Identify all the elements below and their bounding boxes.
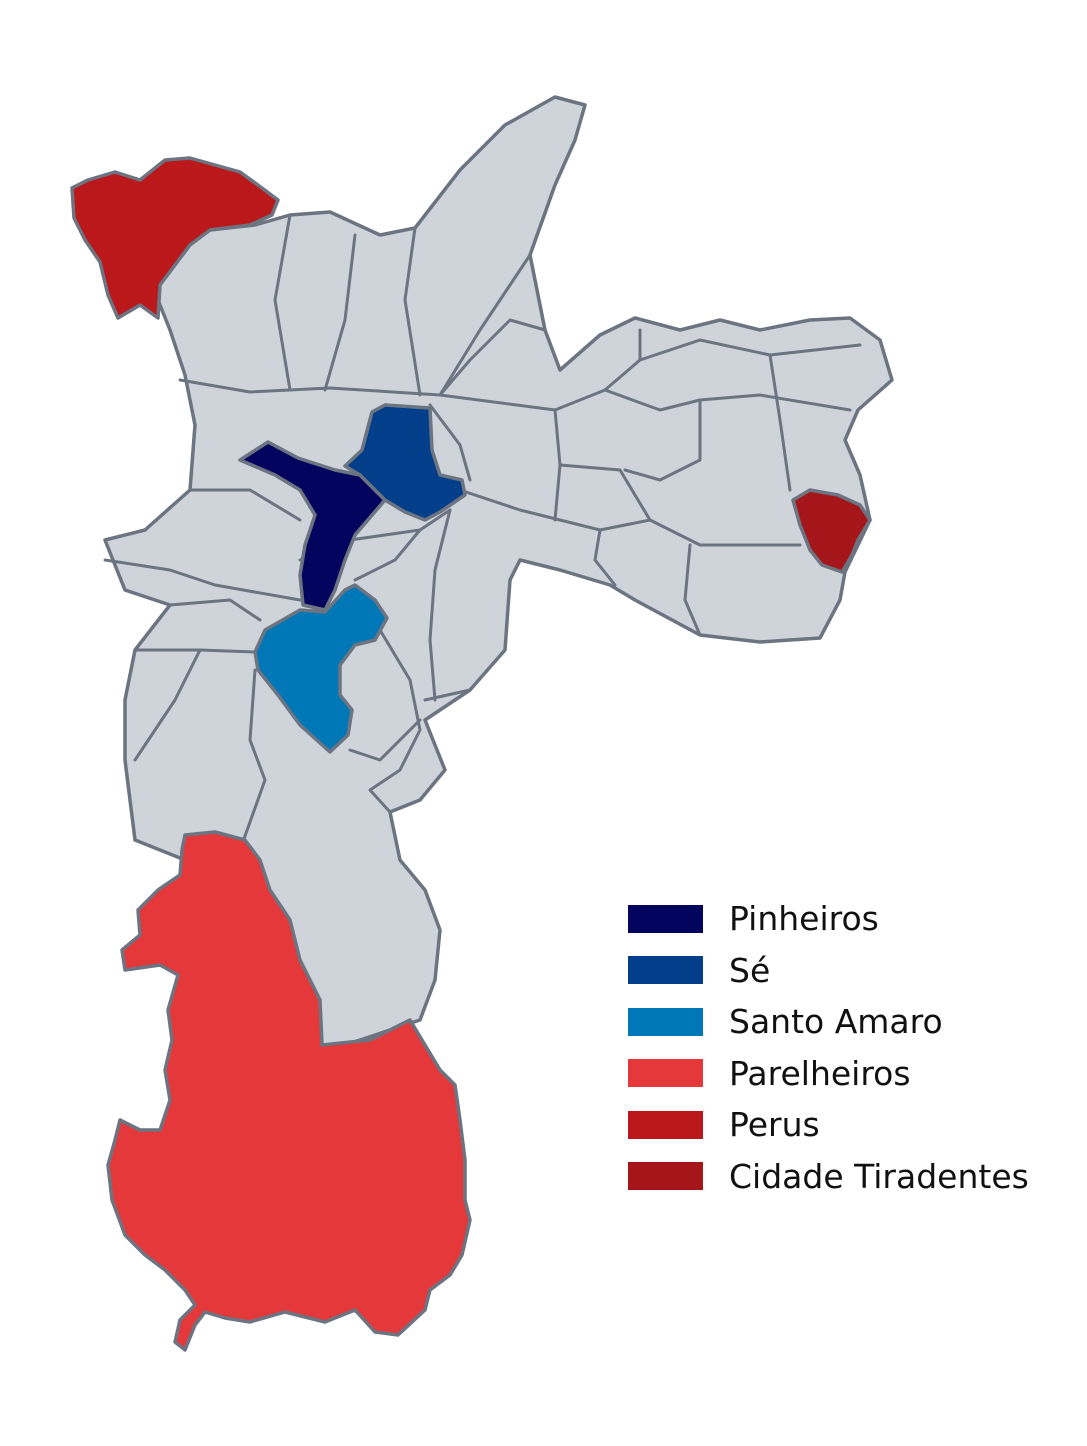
legend-label-pinheiros: Pinheiros	[729, 899, 879, 939]
legend-swatch-cidade-tiradentes	[628, 1162, 703, 1191]
legend-item-se: Sé	[628, 945, 1029, 997]
district-parelheiros	[106, 830, 472, 1352]
district-perus	[70, 156, 280, 320]
interior-borders	[103, 213, 862, 852]
legend-swatch-parelheiros	[628, 1059, 703, 1088]
legend-swatch-se	[628, 956, 703, 985]
legend-item-parelheiros: Parelheiros	[628, 1048, 1029, 1100]
legend-label-se: Sé	[729, 950, 771, 990]
legend-item-cidade-tiradentes: Cidade Tiradentes	[628, 1151, 1029, 1203]
legend-label-parelheiros: Parelheiros	[729, 1053, 911, 1093]
district-santo-amaro	[253, 583, 389, 754]
district-pinheiros	[238, 440, 387, 612]
legend-item-santo-amaro: Santo Amaro	[628, 996, 1029, 1048]
legend-swatch-perus	[628, 1110, 703, 1139]
district-cidade-tiradentes	[791, 488, 872, 574]
legend-item-perus: Perus	[628, 1099, 1029, 1151]
legend-item-pinheiros: Pinheiros	[628, 893, 1029, 945]
legend-swatch-pinheiros	[628, 904, 703, 933]
legend: Pinheiros Sé Santo Amaro Parelheiros Per…	[628, 893, 1029, 1202]
legend-label-perus: Perus	[729, 1105, 820, 1145]
legend-label-santo-amaro: Santo Amaro	[729, 1002, 943, 1042]
district-se	[343, 403, 467, 522]
legend-swatch-santo-amaro	[628, 1007, 703, 1036]
city-base-region	[103, 95, 894, 1052]
legend-label-cidade-tiradentes: Cidade Tiradentes	[729, 1156, 1029, 1196]
